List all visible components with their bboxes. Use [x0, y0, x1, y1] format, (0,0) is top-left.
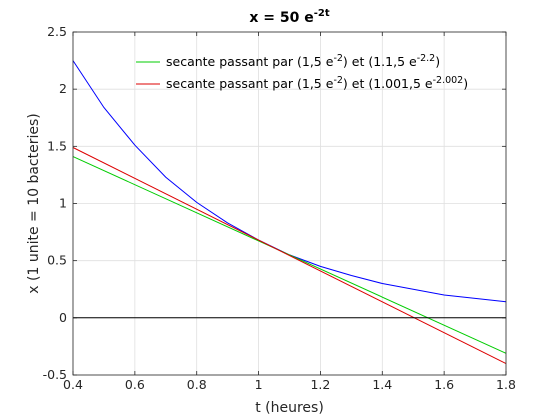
series-lines [72, 60, 507, 365]
y-tick-label: 0 [59, 310, 67, 325]
y-axis-label: x (1 unite = 10 bacteries) [26, 113, 42, 293]
series-line-1 [72, 156, 507, 354]
x-tick-label: 1.8 [496, 377, 516, 392]
y-tick-label: 0.5 [47, 253, 67, 268]
legend-label: secante passant par (1,5 e-2) et (1.001,… [166, 75, 468, 91]
legend-text-part: ) [463, 76, 468, 91]
legend-superscript: -2.2 [417, 53, 436, 64]
plot-frame [72, 31, 507, 376]
legend-text-part: ) et (1.1,5 e [343, 54, 417, 69]
y-tick-label: 2 [59, 81, 67, 96]
tick-labels: 0.4 0.6 0.8 1 1.2 1.4 1.6 1.8 -0.5 0 0.5 1 1.5 2 2.5 [43, 24, 516, 392]
x-tick-label: 0.4 [63, 377, 83, 392]
x-tick-label: 1.2 [310, 377, 330, 392]
grid-lines [72, 31, 507, 376]
legend-text-part: ) et (1.001,5 e [343, 76, 433, 91]
legend-superscript: -2.002 [433, 75, 464, 86]
chart-title-base: x = 50 e [249, 10, 313, 26]
x-tick-label: 1 [255, 377, 263, 392]
legend-text-part: secante passant par (1,5 e [166, 54, 334, 69]
series-line-0 [72, 60, 507, 303]
legend-text-part: secante passant par (1,5 e [166, 76, 334, 91]
y-tick-label: 2.5 [47, 24, 67, 39]
legend: secante passant par (1,5 e-2) et (1.1,5 … [136, 53, 468, 91]
legend-superscript: -2 [333, 53, 342, 64]
legend-label: secante passant par (1,5 e-2) et (1.1,5 … [166, 53, 440, 69]
chart-title-superscript: -2t [314, 8, 330, 19]
y-tick-label: -0.5 [43, 367, 67, 382]
x-tick-label: 1.6 [434, 377, 454, 392]
x-tick-label: 0.8 [187, 377, 207, 392]
x-axis-label: t (heures) [255, 400, 324, 416]
series-line-2 [72, 147, 507, 365]
legend-superscript: -2 [333, 75, 342, 86]
y-tick-label: 1 [59, 196, 67, 211]
y-tick-label: 1.5 [47, 138, 67, 153]
legend-text-part: ) [435, 54, 440, 69]
x-tick-label: 0.6 [125, 377, 145, 392]
chart-title: x = 50 e-2t [249, 8, 329, 26]
x-tick-label: 1.4 [372, 377, 392, 392]
